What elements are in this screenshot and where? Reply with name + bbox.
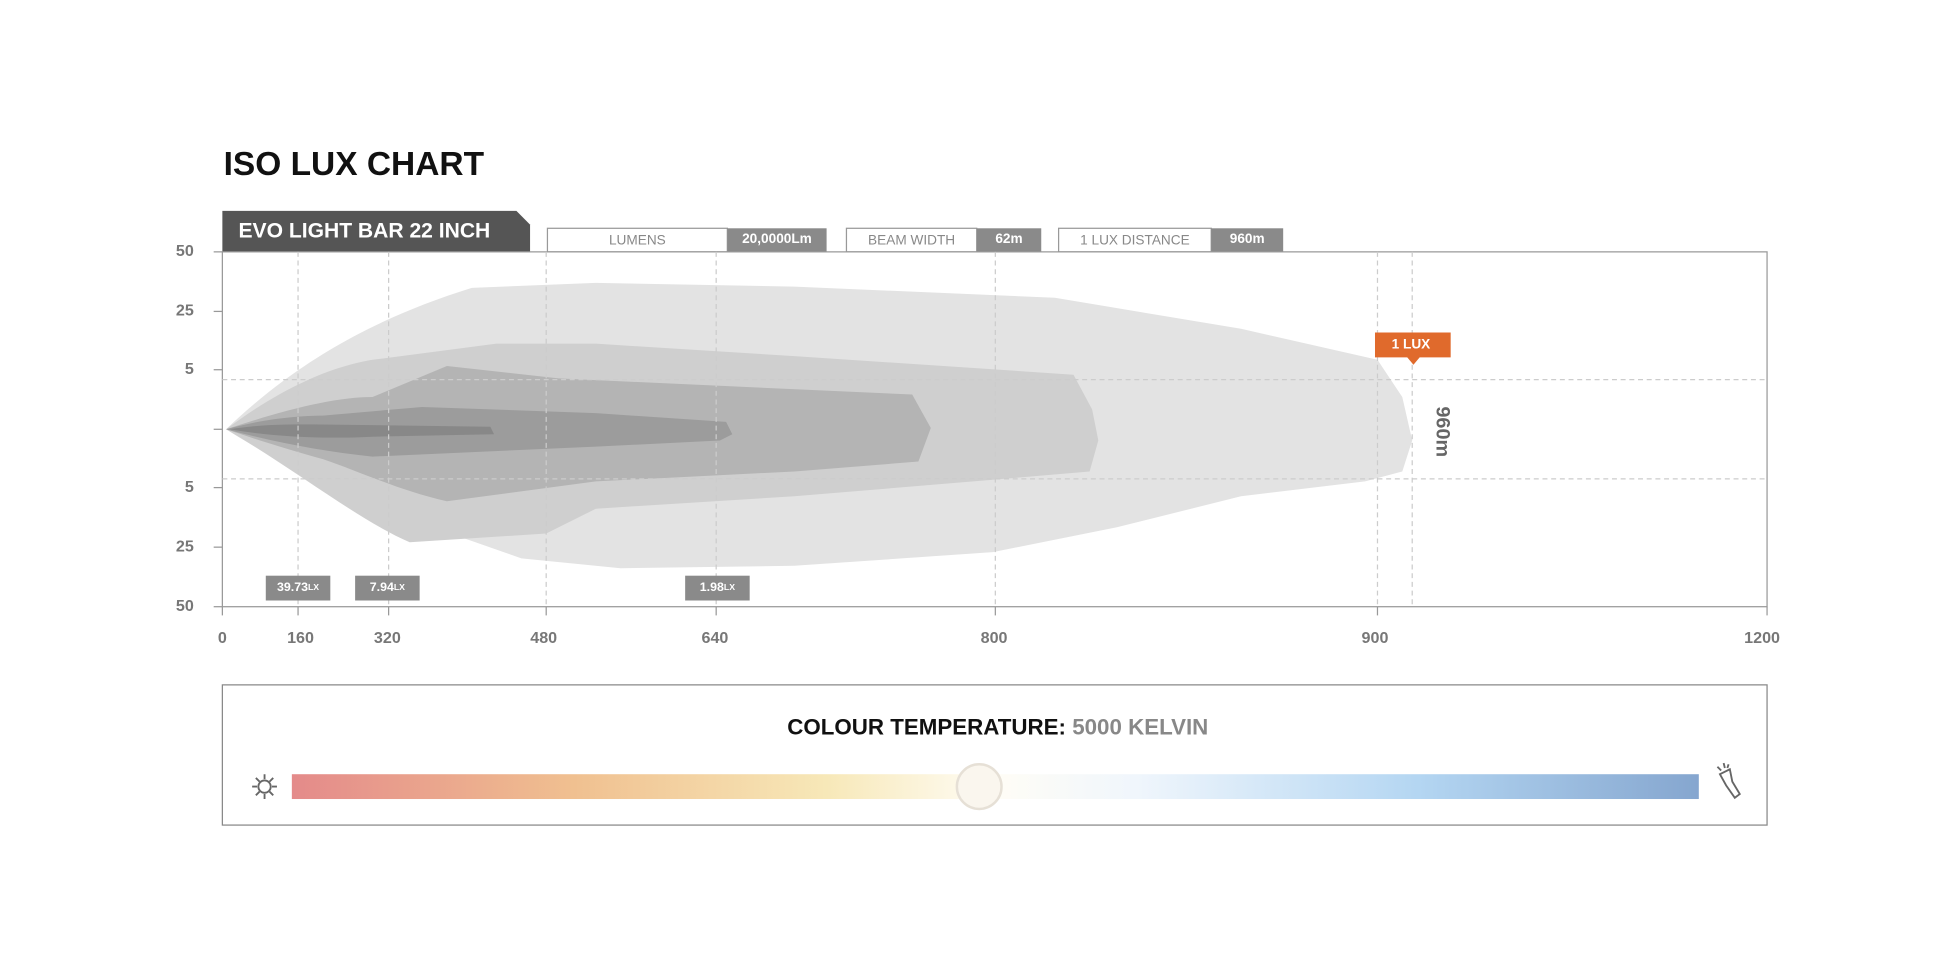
title: ISO LUX CHART	[224, 146, 485, 183]
lux-marker-box	[685, 575, 750, 601]
beam-zone	[229, 424, 495, 438]
colour-temp-value: 5000 KELVIN	[1072, 714, 1208, 739]
colour-temp-heading: COLOUR TEMPERATURE: 5000 KELVIN	[787, 714, 1208, 739]
x-tick-label: 0	[218, 629, 227, 647]
x-tick-label: 900	[1362, 629, 1389, 647]
colour-temp-label: COLOUR TEMPERATURE:	[787, 714, 1066, 739]
x-tick-label: 320	[374, 629, 401, 647]
y-tick-label: 25	[176, 537, 194, 555]
lux-marker-box	[355, 575, 420, 601]
flashlight-icon	[1716, 762, 1741, 800]
spec-value-box	[727, 228, 827, 252]
lux-unit: LX	[724, 582, 735, 592]
spec-value-box	[1211, 228, 1284, 252]
product-name: EVO LIGHT BAR 22 INCH	[238, 220, 490, 243]
x-tick-label: 1200	[1744, 629, 1780, 647]
lux-marker: 7.94LX	[370, 580, 405, 594]
spec-label: 1 LUX DISTANCE	[1080, 232, 1190, 247]
spec-value: 20,0000Lm	[742, 231, 812, 246]
y-tick-label: 5	[185, 360, 194, 378]
lux-value: 1.98	[700, 580, 724, 594]
spec-value: 960m	[1230, 231, 1265, 246]
spec-value-box	[976, 228, 1042, 252]
sun-icon	[252, 774, 277, 800]
colour-temp-knob	[955, 763, 1003, 811]
one-lux-label: 1 LUX	[1392, 337, 1431, 352]
lux-unit: LX	[394, 582, 405, 592]
y-tick-label: 50	[176, 597, 194, 615]
specs: LUMENS 20,0000Lm BEAM WIDTH 62m 1 LUX DISTAN…	[546, 227, 1284, 253]
beam-pattern	[226, 282, 1413, 569]
x-tick-label: 640	[701, 629, 728, 647]
lux-value: 39.73	[277, 580, 308, 594]
lux-value: 7.94	[370, 580, 394, 594]
one-lux-distance: 960m	[1432, 406, 1454, 457]
spec-label: LUMENS	[609, 232, 666, 247]
x-tick-label: 480	[530, 629, 557, 647]
spec-label: BEAM WIDTH	[868, 232, 955, 247]
x-tick-label: 800	[981, 629, 1008, 647]
y-tick-label: 50	[176, 242, 194, 260]
spec-value: 62m	[995, 231, 1022, 246]
one-lux-flag	[1374, 332, 1451, 365]
y-tick-label: 5	[185, 478, 194, 496]
lux-marker: 39.73LX	[277, 580, 319, 594]
y-tick-label: 25	[176, 302, 194, 320]
lux-unit: LX	[308, 582, 319, 592]
lux-marker: 1.98LX	[700, 580, 735, 594]
lux-marker-box	[265, 575, 331, 601]
product-tab	[222, 210, 531, 252]
x-tick-label: 160	[287, 629, 314, 647]
